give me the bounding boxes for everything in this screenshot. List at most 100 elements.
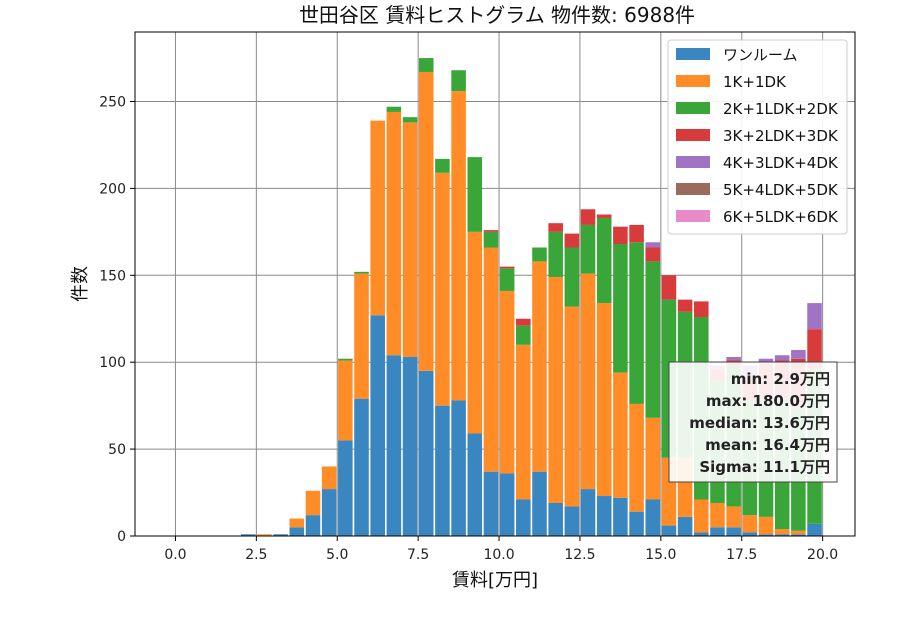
legend-label: 2K+1LDK+2DK xyxy=(723,100,839,118)
legend-swatch xyxy=(676,210,710,222)
stats-line: median: 13.6万円 xyxy=(689,414,830,432)
bar-segment xyxy=(532,247,547,262)
y-tick-label: 50 xyxy=(108,442,126,458)
bar-segment xyxy=(564,233,580,248)
bar-segment xyxy=(596,214,612,218)
bar-segment xyxy=(483,247,499,472)
x-tick-label: 17.5 xyxy=(726,547,757,563)
legend: ワンルーム 1K+1DK 2K+1LDK+2DK 3K+2LDK+3DK 4K+3LDK… xyxy=(667,39,848,235)
bar-segment xyxy=(694,532,709,536)
bar-segment xyxy=(629,511,644,536)
bar-segment xyxy=(305,490,321,516)
bar-segment xyxy=(402,117,418,123)
bar-segment xyxy=(467,433,483,536)
bar-segment xyxy=(596,496,612,536)
bar-segment xyxy=(742,515,758,533)
legend-swatch xyxy=(676,102,710,114)
y-tick-label: 200 xyxy=(99,181,126,197)
bar-segment xyxy=(435,405,450,536)
plot-frame xyxy=(134,31,856,537)
bar-segment xyxy=(386,106,402,112)
x-axis-ticks: 0.0 2.5 5.0 7.5 10.0 12.5 15.0 17.5 20.0 xyxy=(164,536,838,563)
bar-segment xyxy=(629,242,644,404)
bar-segment xyxy=(758,358,774,364)
bar-segment xyxy=(402,122,418,357)
bar-segment xyxy=(564,247,580,307)
bar-segment xyxy=(386,355,402,536)
bar-segment xyxy=(516,344,531,500)
legend-frame xyxy=(667,39,848,235)
bar-segment xyxy=(645,261,661,418)
bar-segment xyxy=(338,360,353,441)
bar-segment xyxy=(677,516,693,536)
bar-segment xyxy=(580,273,596,490)
bar-segment xyxy=(321,466,337,490)
bar-segment xyxy=(596,217,612,304)
bar-segment xyxy=(807,303,822,330)
x-tick-label: 0.0 xyxy=(164,547,186,563)
legend-swatch xyxy=(676,75,710,87)
bar-segment xyxy=(483,231,499,248)
bar-segment xyxy=(483,471,499,536)
bar-segment xyxy=(499,268,515,291)
legend-label: ワンルーム xyxy=(723,46,798,64)
stats-line: mean: 16.4万円 xyxy=(705,436,830,454)
y-tick-label: 0 xyxy=(117,529,126,545)
bar-segment xyxy=(564,506,580,536)
bar-segment xyxy=(645,242,661,248)
bar-segment xyxy=(354,271,369,274)
bar-segment xyxy=(516,325,531,345)
bar-segment xyxy=(791,350,806,359)
bar-segment xyxy=(532,471,547,536)
bar-segment xyxy=(516,499,531,536)
bar-segment xyxy=(338,440,353,536)
legend-label: 3K+2LDK+3DK xyxy=(723,127,839,145)
bar-segment xyxy=(289,518,305,528)
bar-segment xyxy=(580,224,596,274)
bar-segment xyxy=(467,231,483,434)
bar-segment xyxy=(338,358,353,361)
bar-segment xyxy=(629,403,644,512)
bar-segment xyxy=(774,355,790,361)
bar-segment xyxy=(386,111,402,356)
bar-segment xyxy=(726,356,741,361)
bar-segment xyxy=(774,534,790,536)
bar-segment xyxy=(305,515,321,536)
bar-segment xyxy=(710,527,725,536)
stats-line: min: 2.9万円 xyxy=(731,370,830,388)
x-tick-label: 2.5 xyxy=(245,547,267,563)
y-tick-label: 100 xyxy=(99,355,126,371)
stats-box: min: 2.9万円 max: 180.0万円 median: 13.6万円 mean… xyxy=(668,361,838,483)
bar-segment xyxy=(451,91,466,401)
bar-segment xyxy=(645,247,661,262)
stats-box-frame xyxy=(668,361,838,483)
bar-segment xyxy=(758,516,774,535)
bar-segment xyxy=(418,58,434,72)
legend-label: 6K+5LDK+6DK xyxy=(723,208,839,226)
chart-title: 世田谷区 賃料ヒストグラム 物件数: 6988件 xyxy=(299,3,695,27)
y-axis-ticks: 0 50 100 150 200 250 xyxy=(99,95,135,545)
bar-segment xyxy=(661,525,677,536)
bar-segment xyxy=(613,226,628,245)
legend-label: 5K+4LDK+5DK xyxy=(723,181,839,199)
x-axis-label: 賃料[万円] xyxy=(452,570,538,591)
bar-segment xyxy=(289,527,305,536)
bar-segment xyxy=(548,231,563,278)
y-tick-label: 250 xyxy=(99,95,126,111)
bar-segment xyxy=(516,318,531,326)
bar-segment xyxy=(548,502,563,536)
bar-segment xyxy=(257,534,272,536)
y-axis-label: 件数 xyxy=(70,266,91,302)
bar-segment xyxy=(435,158,450,173)
bar-segment xyxy=(370,315,385,536)
bar-segment xyxy=(807,329,822,370)
bar-segment xyxy=(726,527,741,536)
x-tick-label: 20.0 xyxy=(807,547,838,563)
legend-swatch xyxy=(676,129,710,141)
bar-segment xyxy=(402,356,418,536)
bar-segment xyxy=(596,303,612,497)
x-tick-label: 7.5 xyxy=(407,547,429,563)
legend-label: 1K+1DK xyxy=(723,73,787,91)
stats-line: max: 180.0万円 xyxy=(706,392,830,410)
